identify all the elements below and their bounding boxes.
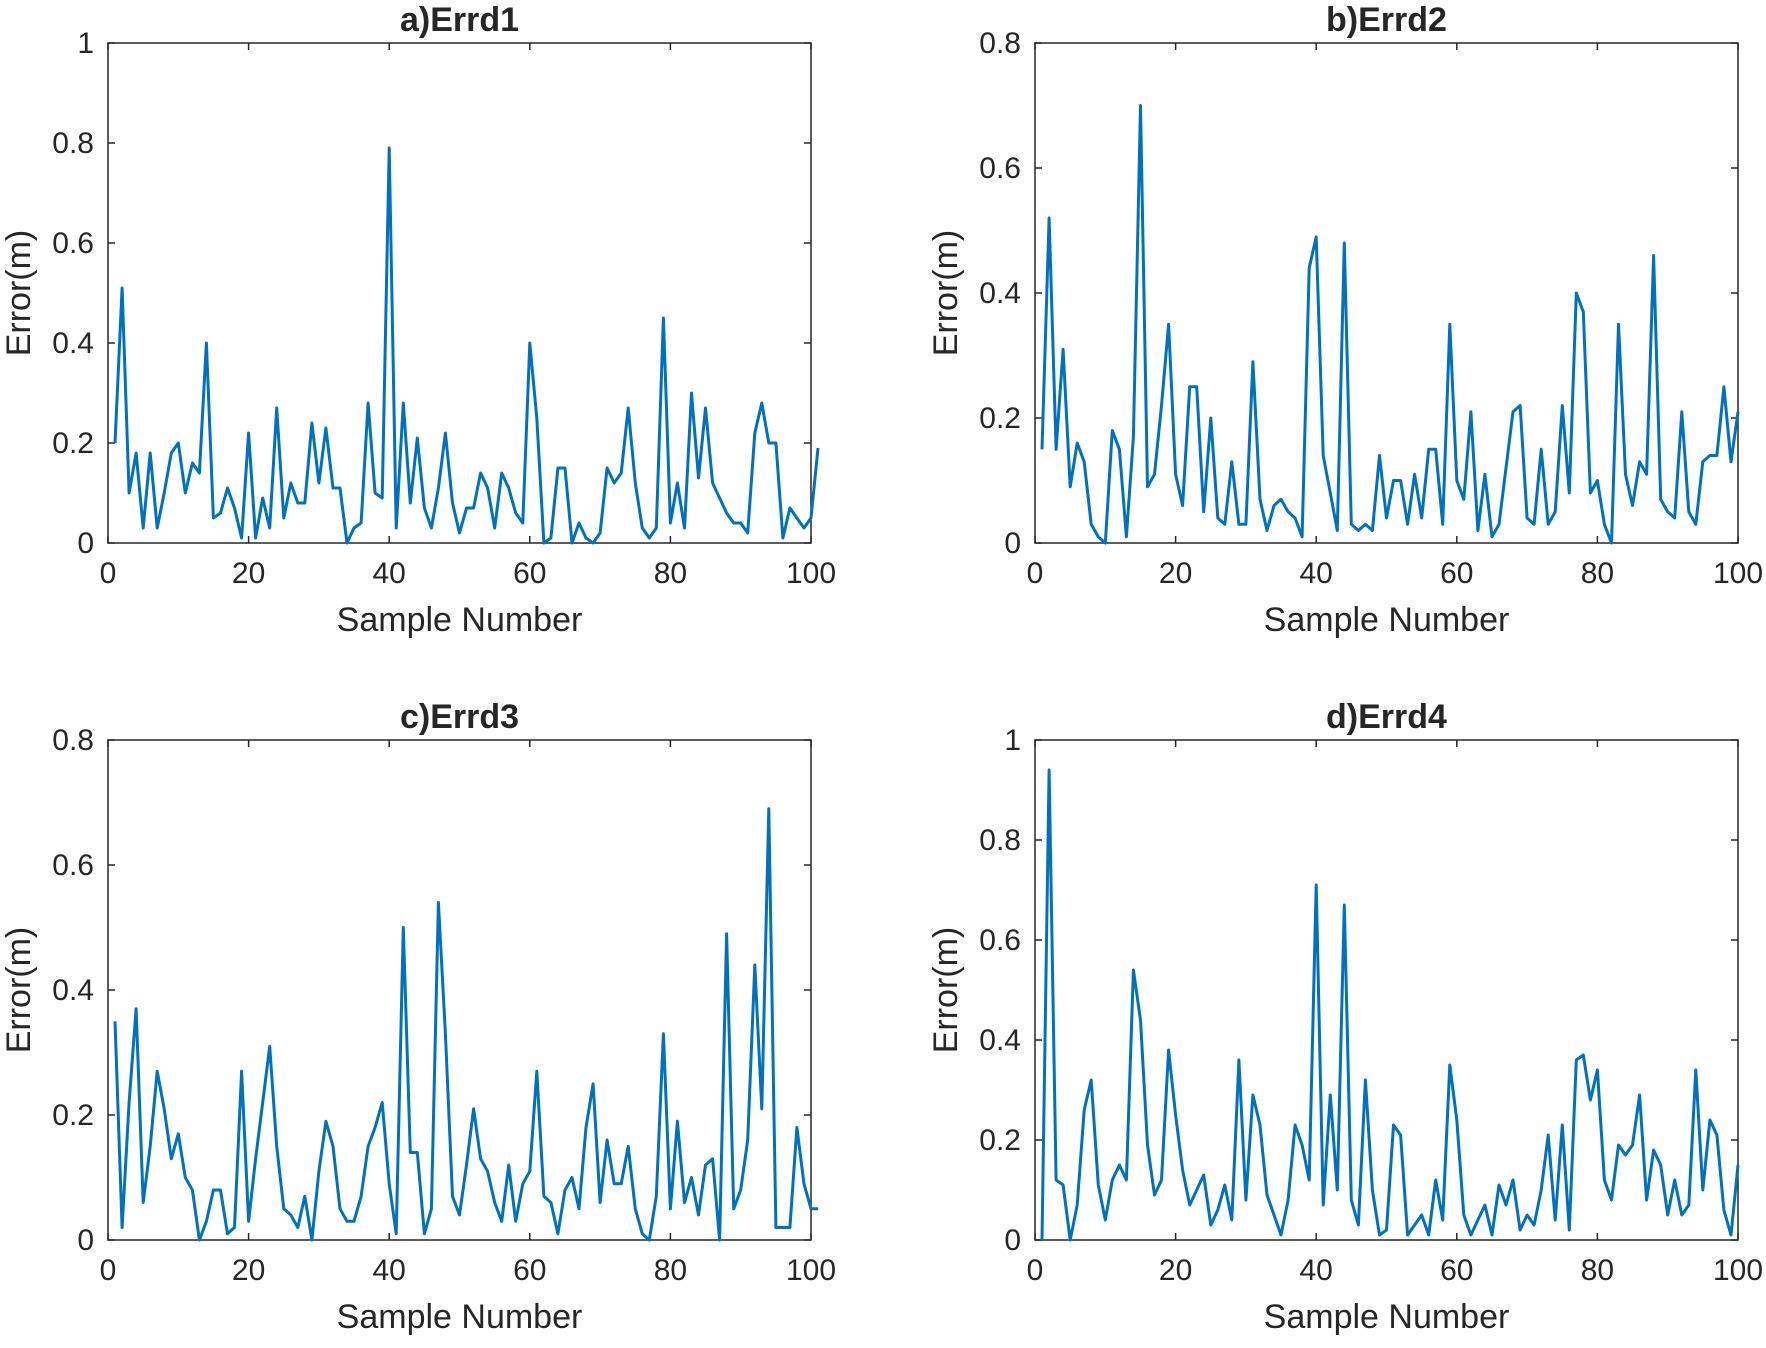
x-tick-label: 80: [654, 557, 687, 590]
chart-panel-3: 0 20 40 60 80 100 0 0.2 0.4 0.6 0.8 c)Errd3 Sample N…: [0, 698, 836, 1336]
y-axis-label: Error(m): [927, 927, 965, 1054]
chart-title: c)Errd3: [400, 698, 519, 736]
y-axis-label: Error(m): [0, 230, 38, 357]
y-tick-label: 0.2: [979, 402, 1021, 435]
x-tick-label: 40: [1300, 557, 1333, 590]
data-series-line: [113, 146, 820, 545]
y-tick-label: 0.8: [979, 824, 1021, 857]
x-tick-label: 100: [786, 557, 836, 590]
x-tick-label: 100: [1713, 557, 1763, 590]
y-axis-label: Error(m): [0, 927, 38, 1054]
x-tick-label: 100: [786, 1254, 836, 1287]
x-axis-label: Sample Number: [337, 601, 583, 639]
x-tick-label: 80: [654, 1254, 687, 1287]
x-tick-label: 60: [1440, 557, 1473, 590]
x-tick-label: 0: [100, 1254, 117, 1287]
x-tick-label: 60: [1440, 1254, 1473, 1287]
chart-panel-1: 0 20 40 60 80 100 0 0.2 0.4 0.6 0.8 1 a)Errd1 Sample …: [0, 1, 836, 639]
y-tick-label: 0.4: [979, 277, 1021, 310]
y-axis-label: Error(m): [927, 230, 965, 357]
y-tick-label: 0.6: [52, 227, 94, 260]
x-axis-label: Sample Number: [337, 1298, 583, 1336]
x-tick-label: 0: [1027, 557, 1044, 590]
y-tick-label: 1: [77, 27, 94, 60]
x-tick-label: 40: [373, 1254, 406, 1287]
x-tick-label: 80: [1581, 557, 1614, 590]
y-tick-label: 0.2: [979, 1124, 1021, 1157]
x-tick-label: 20: [1159, 557, 1192, 590]
y-tick-label: 0.8: [52, 127, 94, 160]
x-axis-label: Sample Number: [1264, 1298, 1510, 1336]
y-tick-label: 0.2: [52, 1099, 94, 1132]
y-tick-label: 0.4: [52, 327, 94, 360]
x-tick-label: 60: [513, 1254, 546, 1287]
y-tick-label: 0.8: [52, 724, 94, 757]
chart-title: b)Errd2: [1326, 1, 1447, 39]
x-tick-label: 80: [1581, 1254, 1614, 1287]
x-tick-label: 20: [1159, 1254, 1192, 1287]
y-tick-label: 0: [1004, 527, 1021, 560]
x-tick-label: 20: [232, 557, 265, 590]
x-tick-label: 0: [100, 557, 117, 590]
x-tick-label: 100: [1713, 1254, 1763, 1287]
axes-box: [107, 42, 812, 544]
y-tick-label: 0: [77, 527, 94, 560]
y-tick-label: 0: [1004, 1224, 1021, 1257]
y-tick-label: 0.8: [979, 27, 1021, 60]
data-series-line: [1040, 768, 1740, 1242]
y-tick-label: 0.6: [979, 924, 1021, 957]
x-axis-label: Sample Number: [1264, 601, 1510, 639]
chart-panel-4: 0 20 40 60 80 100 0 0.2 0.4 0.6 0.8 1 d)Errd4 Sample …: [927, 698, 1763, 1336]
y-tick-label: 0: [77, 1224, 94, 1257]
chart-panel-2: 0 20 40 60 80 100 0 0.2 0.4 0.6 0.8 b)Errd2 Sample N…: [927, 1, 1763, 639]
chart-title: a)Errd1: [400, 1, 519, 39]
y-tick-label: 0.4: [52, 974, 94, 1007]
y-tick-label: 0.6: [52, 849, 94, 882]
x-tick-label: 40: [1300, 1254, 1333, 1287]
axes-box: [1034, 739, 1739, 1241]
x-tick-label: 60: [513, 557, 546, 590]
data-series-line: [1040, 104, 1740, 545]
y-tick-label: 1: [1004, 724, 1021, 757]
x-tick-label: 20: [232, 1254, 265, 1287]
y-tick-label: 0.6: [979, 152, 1021, 185]
y-tick-label: 0.4: [979, 1024, 1021, 1057]
x-tick-label: 40: [373, 557, 406, 590]
y-tick-label: 0.2: [52, 427, 94, 460]
data-series-line: [113, 807, 818, 1242]
x-tick-label: 0: [1027, 1254, 1044, 1287]
chart-title: d)Errd4: [1326, 698, 1447, 736]
